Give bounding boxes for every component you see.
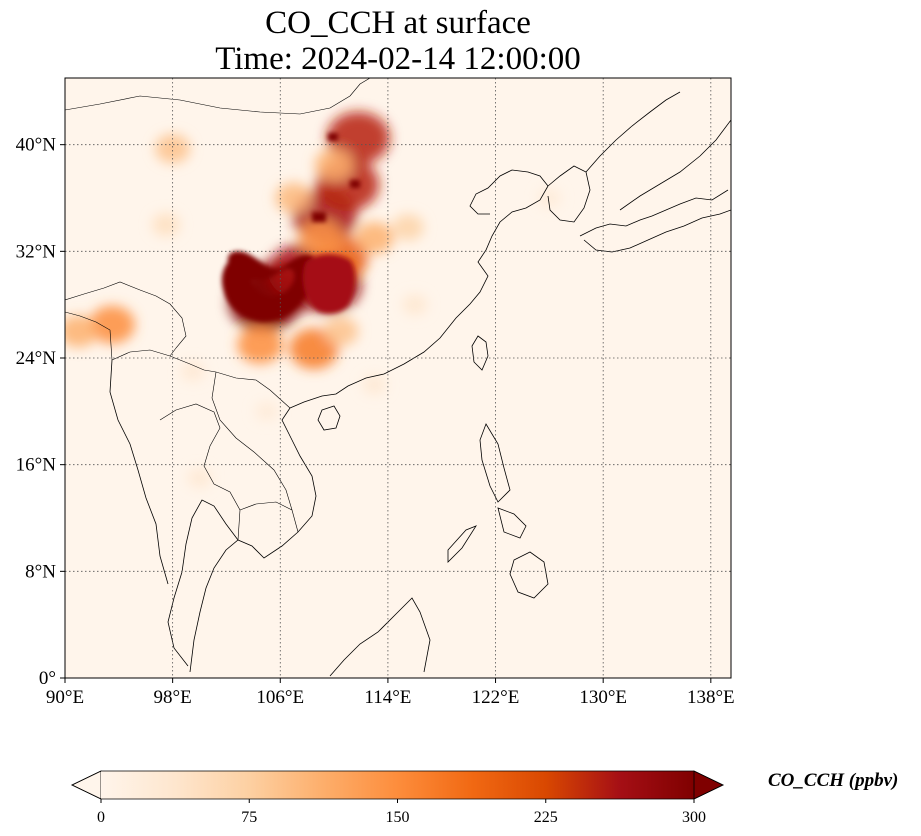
plume-cell (89, 305, 135, 344)
wuhan-hotspot (312, 212, 326, 222)
china-west-border (65, 281, 187, 357)
latitude-tick-label: 0° (39, 668, 56, 689)
longitude-tick-label: 122°E (472, 687, 520, 708)
hainan-island (317, 405, 341, 431)
latitude-tick-label: 40°N (16, 135, 57, 156)
plume-cell (298, 219, 343, 257)
plume-cell (355, 221, 394, 255)
plume-cell (255, 401, 279, 422)
longitude-tick-label: 106°E (256, 687, 304, 708)
russia-coast (585, 91, 681, 173)
taiyuan-hotspot (350, 180, 360, 188)
colorbar-tick-label: 150 (386, 809, 410, 826)
colorbar-tick-label: 225 (534, 809, 558, 826)
colorbar-extend-max (693, 770, 724, 800)
gridlines (65, 78, 731, 678)
mongolia-border (65, 78, 371, 115)
chongqing-plume (303, 254, 356, 314)
latitude-axis: 0° 8°N 16°N 24°N 32°N 40°N (16, 135, 65, 689)
longitude-tick-label: 98°E (154, 687, 192, 708)
korea-peninsula (547, 165, 591, 223)
plume-cell (362, 374, 387, 395)
plume-cell (237, 325, 283, 364)
plume-cell (314, 148, 354, 181)
luzon-island (479, 423, 511, 503)
map-frame (64, 77, 732, 679)
plume-cell (392, 214, 424, 241)
plume-cell (65, 315, 98, 348)
longitude-tick-label: 130°E (579, 687, 627, 708)
plume-cell (275, 182, 313, 214)
indochina-coast (189, 407, 317, 673)
latitude-tick-label: 8°N (25, 561, 56, 582)
colorbar-extend-min (71, 770, 102, 800)
longitude-tick-label: 90°E (46, 687, 84, 708)
japan-south-coast (583, 209, 731, 253)
mindanao-island (509, 551, 549, 599)
map-subtitle-time: Time: 2024-02-14 12:00:00 (215, 41, 581, 77)
plume-cell (402, 294, 428, 316)
cambodia-border (239, 501, 293, 511)
borneo-island (329, 597, 431, 677)
longitude-tick-label: 114°E (364, 687, 411, 708)
japan-north-coast (619, 119, 731, 211)
colorbar: 0 75 150 225 300 (71, 770, 724, 826)
latitude-tick-label: 32°N (16, 241, 57, 262)
colorbar-tick-label: 300 (682, 809, 706, 826)
thailand-gulf (181, 499, 239, 573)
plume-cell (155, 134, 191, 164)
hohhot-hotspot (328, 133, 338, 141)
laos-vietnam-border (211, 371, 299, 533)
colorbar-body (101, 771, 694, 799)
country-borders (65, 78, 371, 541)
latitude-tick-label: 24°N (16, 348, 57, 369)
palawan-island (447, 525, 478, 563)
myanmar-coast (109, 359, 169, 585)
longitude-tick-label: 138°E (687, 687, 735, 708)
malay-peninsula (167, 571, 189, 667)
china-south-border (111, 349, 291, 409)
visayas-islands (497, 507, 527, 539)
sichuan-plume-ring (221, 251, 318, 322)
map-title: CO_CCH at surface (265, 5, 531, 41)
coastlines (109, 91, 731, 677)
plume-cell (323, 316, 359, 346)
bohai-coast (469, 169, 549, 215)
taiwan-island (471, 335, 489, 371)
colorbar-label: CO_CCH (ppbv) (768, 770, 899, 791)
plume-cell (537, 188, 562, 208)
plume-core (221, 133, 360, 322)
plume-cell (151, 213, 180, 237)
plume-cell (180, 361, 206, 382)
colorbar-tick-label: 0 (97, 809, 105, 826)
colorbar-ticks: 0 75 150 225 300 (97, 799, 706, 826)
thailand-border (159, 403, 241, 541)
china-nepal-border (65, 311, 113, 361)
plume-cell (187, 467, 212, 489)
china-coastline (289, 185, 549, 409)
map-background (65, 78, 731, 678)
colorbar-tick-label: 75 (241, 809, 257, 826)
latitude-tick-label: 16°N (16, 455, 57, 476)
longitude-axis: 90°E 98°E 106°E 114°E 122°E 130°E 138°E (46, 678, 735, 708)
japan-kyushu-shikoku (579, 189, 729, 237)
